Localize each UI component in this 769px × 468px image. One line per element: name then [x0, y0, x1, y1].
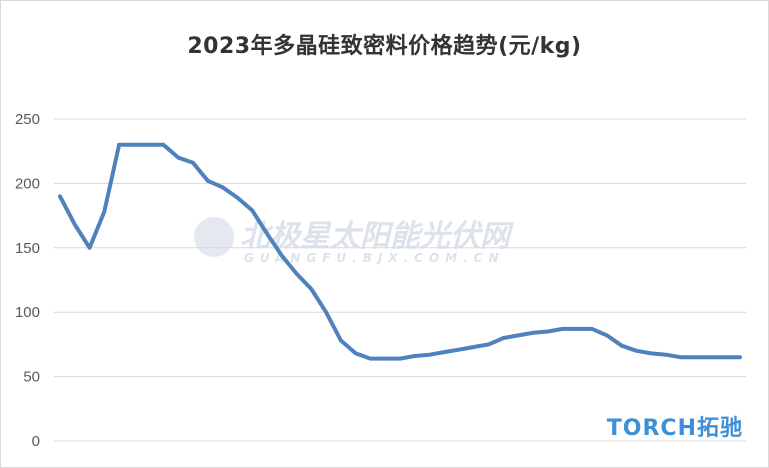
series-line-0	[58, 142, 742, 361]
y-tick-label: 100	[15, 304, 40, 321]
brand-logo: TORCH拓驰	[606, 416, 743, 441]
watermark-logo-icon	[194, 217, 234, 257]
watermark-text: 北极星太阳能光伏网	[240, 219, 514, 254]
y-tick-label: 250	[15, 111, 40, 128]
y-tick-label: 50	[23, 369, 40, 386]
watermark-subtext: GUANGFU.BJX.COM.CN	[244, 251, 505, 265]
watermark: 北极星太阳能光伏网 GUANGFU.BJX.COM.CN	[194, 217, 514, 265]
y-tick-label: 150	[15, 240, 40, 257]
series-group	[58, 142, 742, 361]
chart-title: 2023年多晶硅致密料价格趋势(元/kg)	[187, 34, 582, 59]
y-axis-tick-labels: 0 50 100 150 200 250	[15, 111, 40, 450]
y-tick-label: 200	[15, 175, 40, 192]
y-tick-label: 0	[32, 433, 40, 450]
grid-lines	[54, 118, 746, 442]
